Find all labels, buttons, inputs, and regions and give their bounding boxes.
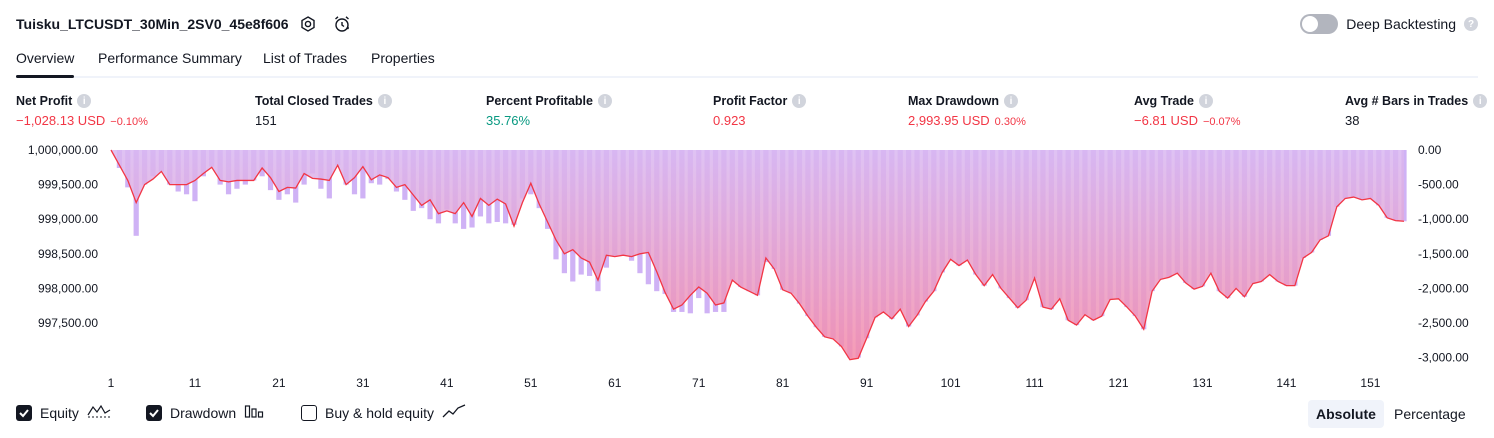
equity-line-icon [87,403,111,422]
info-icon[interactable]: i [77,94,91,108]
x-axis-tick-label: 61 [608,376,622,390]
legend-equity[interactable]: Equity [16,403,111,422]
x-axis-tick-label: 91 [860,376,874,390]
x-axis-tick-label: 11 [189,376,202,390]
metric-max-drawdown: Max Drawdown i 2,993.95 USD 0.30% [908,94,1026,128]
info-icon[interactable]: i [598,94,612,108]
toggle-knob [1302,16,1318,32]
right-axis-tick-label: -500.00 [1418,178,1459,192]
left-axis-tick-label: 999,500.00 [38,178,98,192]
equity-label: Equity [40,405,79,421]
metric-label: Avg # Bars in Trades [1345,94,1468,108]
metric-avg-bars-in-trades: Avg # Bars in Trades i 38 [1345,94,1487,128]
report-tabs: Overview Performance Summary List of Tra… [16,48,1478,78]
metric-label: Max Drawdown [908,94,999,108]
equity-checkbox[interactable] [16,405,32,421]
tab-properties[interactable]: Properties [371,50,435,74]
info-icon[interactable]: i [1199,94,1213,108]
left-axis-tick-label: 998,500.00 [38,247,98,261]
right-axis-tick-label: 0.00 [1418,143,1442,157]
left-axis-tick-label: 999,000.00 [38,212,98,226]
metric-profit-factor: Profit Factor i 0.923 [713,94,806,128]
info-icon[interactable]: i [792,94,806,108]
x-axis-tick-label: 151 [1360,376,1380,390]
x-axis-tick-label: 31 [356,376,370,390]
legend-drawdown[interactable]: Drawdown [146,403,264,422]
x-axis-tick-label: 121 [1109,376,1129,390]
metric-value: 151 [255,113,277,128]
metric-percent: −0.10% [110,116,148,128]
tab-overview[interactable]: Overview [16,50,74,74]
strategy-name: Tuisku_LTCUSDT_30Min_2SV0_45e8f606 [16,16,289,32]
alarm-clock-icon[interactable] [332,14,352,34]
deep-backtesting-toggle[interactable] [1300,14,1338,34]
info-icon[interactable]: i [1473,94,1487,108]
settings-icon[interactable] [298,14,318,34]
right-axis-tick-label: -2,500.00 [1418,316,1469,330]
metric-value: 0.923 [713,113,746,128]
metric-value: 2,993.95 USD [908,113,990,128]
metric-label: Percent Profitable [486,94,593,108]
x-axis-tick-label: 41 [440,376,454,390]
x-axis-tick-label: 81 [776,376,790,390]
metric-avg-trade: Avg Trade i −6.81 USD −0.07% [1134,94,1241,128]
left-axis-tick-label: 997,500.00 [38,316,98,330]
left-axis: 1,000,000.00 999,500.00 999,000.00 998,500.… [28,143,98,330]
right-axis-tick-label: -3,000.00 [1418,351,1469,365]
metric-total-closed-trades: Total Closed Trades i 151 [255,94,392,128]
buy-hold-label: Buy & hold equity [325,405,434,421]
right-axis: 0.00 -500.00 -1,000.00 -1,500.00 -2,000.00 -2… [1418,143,1469,365]
right-axis-tick-label: -1,000.00 [1418,212,1469,226]
metric-net-profit: Net Profit i −1,028.13 USD −0.10% [16,94,148,128]
right-axis-tick-label: -2,000.00 [1418,281,1469,295]
metric-percent: 0.30% [995,116,1026,128]
report-header: Tuisku_LTCUSDT_30Min_2SV0_45e8f606 Deep … [16,12,1478,38]
help-icon[interactable]: ? [1464,17,1478,31]
buy-hold-checkbox[interactable] [301,405,317,421]
deep-backtesting-control: Deep Backtesting ? [1300,14,1478,34]
tab-list-of-trades[interactable]: List of Trades [263,50,347,74]
tab-performance-summary[interactable]: Performance Summary [98,50,242,74]
metric-value: 38 [1345,113,1359,128]
x-axis-tick-label: 1 [108,376,115,390]
x-axis-tick-label: 111 [1025,376,1044,390]
drawdown-bars-icon [244,403,264,422]
x-axis-tick-label: 141 [1276,376,1296,390]
metric-value: −1,028.13 USD [16,113,105,128]
metric-label: Profit Factor [713,94,787,108]
percentage-button[interactable]: Percentage [1386,400,1474,428]
buy-hold-line-icon [442,403,466,422]
metric-percent: −0.07% [1203,116,1241,128]
legend-buy-hold[interactable]: Buy & hold equity [301,403,466,422]
metric-percent-profitable: Percent Profitable i 35.76% [486,94,612,128]
metric-label: Net Profit [16,94,72,108]
metric-value: 35.76% [486,113,530,128]
x-axis-tick-label: 131 [1192,376,1212,390]
metric-value: −6.81 USD [1134,113,1198,128]
right-axis-tick-label: -1,500.00 [1418,247,1469,261]
info-icon[interactable]: i [1004,94,1018,108]
metric-label: Avg Trade [1134,94,1194,108]
drawdown-checkbox[interactable] [146,405,162,421]
absolute-button[interactable]: Absolute [1308,400,1384,428]
drawdown-label: Drawdown [170,405,236,421]
metric-label: Total Closed Trades [255,94,373,108]
equity-drawdown-chart: 1,000,000.00 999,500.00 999,000.00 998,500.… [0,140,1494,395]
left-axis-tick-label: 1,000,000.00 [28,143,98,157]
x-axis-tick-label: 21 [272,376,286,390]
x-axis-tick-label: 101 [941,376,961,390]
left-axis-tick-label: 998,000.00 [38,281,98,295]
info-icon[interactable]: i [378,94,392,108]
x-axis-tick-label: 71 [692,376,706,390]
deep-backtesting-label: Deep Backtesting [1346,16,1456,32]
x-axis-tick-label: 51 [524,376,538,390]
x-axis: 1 11 21 31 41 51 61 71 81 91 101 111 121 131 141 151 [108,376,1381,390]
